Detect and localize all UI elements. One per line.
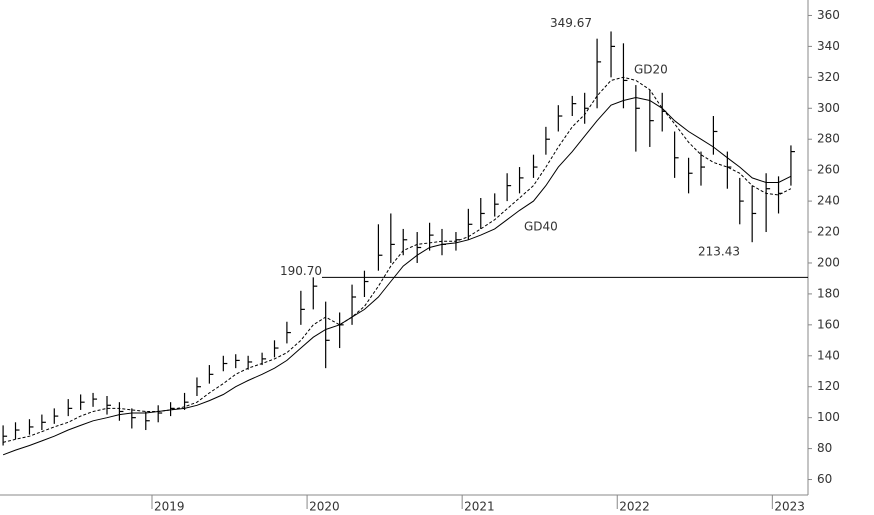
moving-average-line xyxy=(2,96,792,456)
y-tick-label: 300 xyxy=(817,101,840,115)
y-tick-label: 220 xyxy=(817,225,840,239)
y-tick-label: 280 xyxy=(817,132,840,146)
high-annotation: 349.67 xyxy=(550,16,592,30)
y-tick-label: 340 xyxy=(817,39,840,53)
y-tick-label: 240 xyxy=(817,194,840,208)
y-tick-label: 100 xyxy=(817,410,840,424)
y-tick-label: 180 xyxy=(817,286,840,300)
series-label: GD20 xyxy=(634,63,668,77)
x-tick-label: 2020 xyxy=(309,500,340,514)
x-tick-label: 2022 xyxy=(619,500,650,514)
reference-label: 190.70 xyxy=(280,264,322,278)
y-tick-label: 140 xyxy=(817,348,840,362)
y-tick-label: 60 xyxy=(817,472,832,486)
x-tick-label: 2021 xyxy=(464,500,495,514)
y-tick-label: 260 xyxy=(817,163,840,177)
series-label: GD40 xyxy=(524,220,558,234)
y-tick-label: 360 xyxy=(817,8,840,22)
y-tick-label: 160 xyxy=(817,317,840,331)
low-annotation: 213.43 xyxy=(698,245,740,259)
y-tick-label: 200 xyxy=(817,255,840,269)
x-tick-label: 2019 xyxy=(154,500,185,514)
y-tick-label: 80 xyxy=(817,441,832,455)
y-tick-label: 120 xyxy=(817,379,840,393)
x-tick-label: 2023 xyxy=(774,500,805,514)
y-tick-label: 320 xyxy=(817,70,840,84)
moving-average-line xyxy=(2,76,792,443)
